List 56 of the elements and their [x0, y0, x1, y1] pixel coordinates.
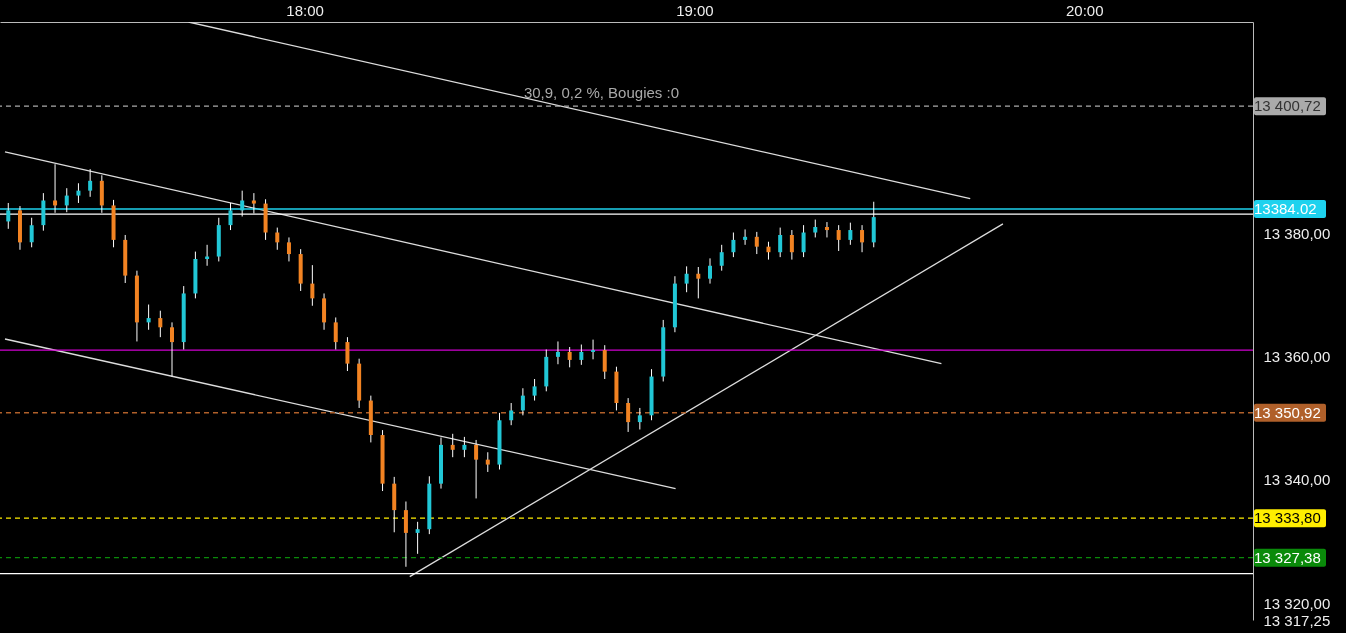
ref-line-label: 13 333,80	[1254, 509, 1321, 527]
ref-line-label: 13 350,92	[1254, 403, 1321, 421]
candlestick	[29, 217, 34, 248]
candlestick	[462, 436, 467, 458]
candlestick	[567, 346, 572, 368]
candlestick	[719, 244, 724, 272]
candlestick	[76, 182, 81, 204]
ref-line-label: 13 327,38	[1254, 548, 1321, 566]
candlestick	[474, 439, 479, 499]
candlestick	[415, 521, 420, 555]
candlestick	[836, 224, 841, 252]
candlestick	[275, 227, 280, 251]
candlestick	[789, 229, 794, 261]
candlestick	[310, 264, 315, 307]
annotation: 30,9, 0,2 %, Bougies :0	[523, 83, 679, 101]
candlestick	[684, 265, 689, 293]
candlestick	[579, 344, 584, 366]
candlestick	[754, 231, 759, 255]
ref-line-label: 13 400,72	[1254, 97, 1321, 115]
x-tick-label: 19:00	[676, 1, 714, 19]
candlestick	[520, 387, 525, 416]
candlestick	[158, 310, 163, 338]
y-tick-label: 13 380,00	[1263, 225, 1331, 243]
candlestick	[403, 501, 408, 568]
candlestick	[322, 292, 327, 331]
candlestick	[708, 257, 713, 285]
x-tick-label: 18:00	[286, 1, 324, 19]
candlestick	[509, 402, 514, 426]
candlestick	[860, 224, 865, 253]
candlestick	[848, 222, 853, 246]
ref-line-label: 13384.02	[1254, 200, 1317, 217]
candlestick	[345, 336, 350, 372]
candlestick	[743, 228, 748, 246]
candlestick	[88, 168, 93, 198]
candlestick	[170, 321, 175, 378]
y-tick-label: 13 320,00	[1263, 594, 1331, 612]
candlestick	[731, 232, 736, 258]
candlestick	[286, 236, 291, 262]
candlestick	[532, 378, 537, 402]
candlestick	[637, 407, 642, 430]
y-tick-label: 13 340,00	[1263, 471, 1331, 489]
candlestick	[555, 340, 560, 365]
candlestick	[485, 451, 490, 473]
candlestick	[602, 344, 607, 380]
candlestick	[801, 224, 806, 258]
candlestick	[824, 221, 829, 238]
y-tick-label: 13 360,00	[1263, 348, 1331, 366]
candlestick	[333, 316, 338, 350]
candlestick	[696, 266, 701, 299]
candlestick	[591, 339, 596, 360]
candlestick	[146, 304, 151, 331]
x-tick-label: 20:00	[1065, 1, 1104, 19]
candlestick	[626, 397, 631, 433]
y-tick-label: 13 317,25	[1263, 611, 1331, 629]
candlestick	[778, 227, 783, 258]
candlestick	[450, 433, 455, 458]
